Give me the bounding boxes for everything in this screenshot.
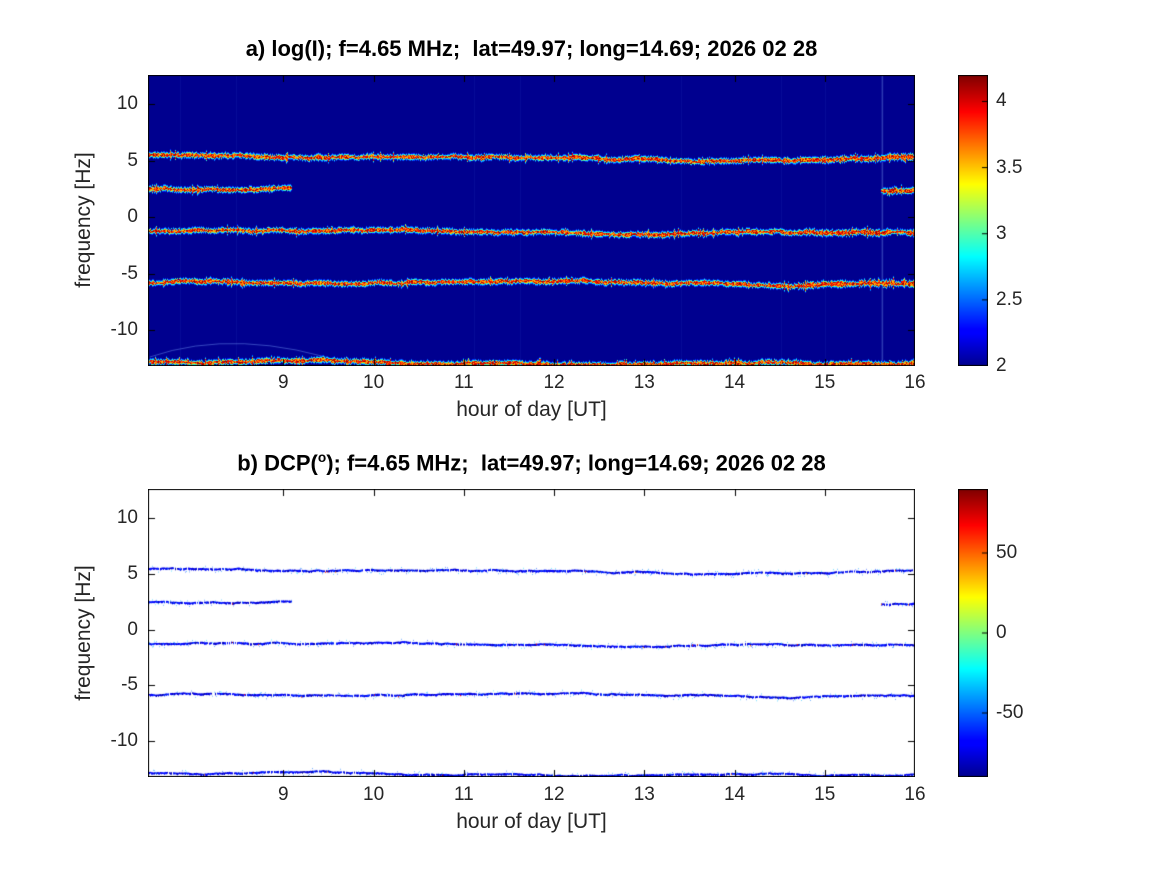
panel-a-xlabel: hour of day [UT] [456, 398, 607, 421]
x-tick-label: 11 [453, 372, 474, 393]
y-tick-label: -5 [121, 674, 138, 696]
x-tick-label: 16 [904, 784, 926, 805]
panel-a-heatmap [148, 75, 915, 366]
x-tick-label: 10 [363, 372, 385, 393]
colorbar-tick-label: 0 [996, 622, 1007, 643]
x-tick-label: 9 [278, 784, 289, 805]
y-tick-label: 5 [127, 562, 138, 584]
y-tick-label: 10 [116, 93, 138, 115]
panel-b-heatmap [148, 489, 915, 777]
y-tick-label: 0 [127, 618, 138, 640]
y-tick-label: 0 [127, 206, 138, 228]
x-tick-label: 13 [633, 372, 655, 393]
colorbar-tick-label: 4 [996, 90, 1007, 112]
x-tick-label: 9 [278, 372, 289, 393]
x-tick-label: 15 [814, 784, 836, 805]
colorbar-tick-label: 3 [996, 222, 1007, 244]
panel-a-colorbar [958, 75, 988, 366]
y-tick-label: -10 [110, 318, 138, 340]
colorbar-tick-label: 3.5 [996, 156, 1023, 178]
x-tick-label: 15 [814, 372, 836, 393]
x-tick-label: 12 [543, 784, 565, 805]
colorbar-tick-label: -50 [996, 702, 1024, 723]
colorbar-tick-label: 2.5 [996, 288, 1023, 310]
panel-a-title: a) log(I); f=4.65 MHz; lat=49.97; long=1… [245, 36, 818, 61]
panel-b-colorbar [958, 489, 988, 777]
y-tick-label: -10 [110, 730, 138, 752]
x-tick-label: 14 [723, 784, 746, 805]
x-tick-label: 11 [453, 784, 474, 805]
panel-b-title-sup: o [317, 450, 327, 465]
panel-b-title: b) DCP(o); f=4.65 MHz; lat=49.97; long=1… [148, 450, 915, 476]
panel-b-title-pre: b) DCP( [237, 450, 318, 476]
y-tick-label: 10 [116, 507, 138, 529]
colorbar-tick-label: 50 [996, 542, 1018, 563]
x-tick-label: 12 [543, 372, 565, 393]
panel-b-xlabel: hour of day [UT] [456, 810, 607, 833]
panel-b-title-post: ); f=4.65 MHz; lat=49.97; long=14.69; 20… [326, 450, 826, 476]
x-tick-label: 16 [904, 372, 926, 393]
x-tick-label: 13 [633, 784, 655, 805]
x-tick-label: 14 [723, 372, 746, 393]
colorbar-tick-label: 2 [996, 355, 1007, 376]
x-tick-label: 10 [363, 784, 385, 805]
y-tick-label: -5 [121, 262, 138, 284]
y-tick-label: 5 [127, 149, 138, 171]
